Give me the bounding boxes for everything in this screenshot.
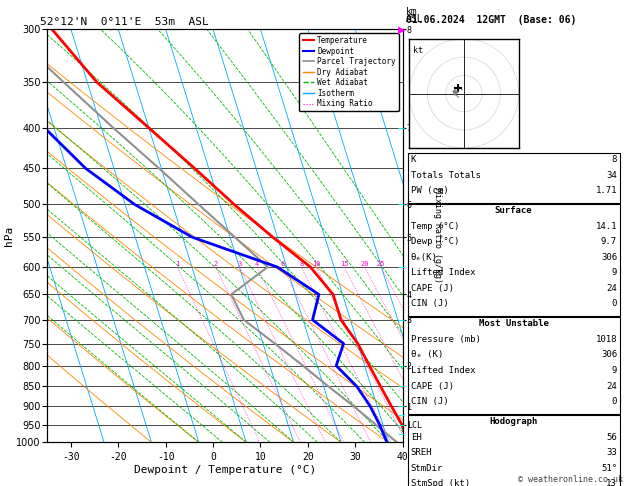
Text: Hodograph: Hodograph [489, 417, 538, 426]
Text: SREH: SREH [411, 448, 432, 457]
Text: 33: 33 [606, 448, 617, 457]
Text: 6: 6 [281, 261, 285, 267]
Text: 1.71: 1.71 [596, 186, 617, 195]
Text: 25: 25 [377, 261, 385, 267]
Text: K: K [411, 155, 416, 164]
Y-axis label: hPa: hPa [4, 226, 14, 246]
Text: 24: 24 [606, 382, 617, 391]
Text: PW (cm): PW (cm) [411, 186, 448, 195]
Text: CAPE (J): CAPE (J) [411, 382, 454, 391]
Text: CAPE (J): CAPE (J) [411, 284, 454, 293]
Text: —: — [398, 422, 405, 428]
Text: —: — [398, 383, 405, 389]
Text: 306: 306 [601, 253, 617, 262]
Y-axis label: Mixing Ratio (g/kg): Mixing Ratio (g/kg) [433, 188, 442, 283]
Text: 1018: 1018 [596, 335, 617, 344]
Text: 20: 20 [360, 261, 369, 267]
Text: Most Unstable: Most Unstable [479, 319, 548, 329]
Text: 51°: 51° [601, 464, 617, 473]
Text: 2: 2 [214, 261, 218, 267]
Text: CIN (J): CIN (J) [411, 299, 448, 309]
Text: 24: 24 [606, 284, 617, 293]
Text: Surface: Surface [495, 206, 532, 215]
Text: Dewp (°C): Dewp (°C) [411, 237, 459, 246]
Text: 0: 0 [611, 397, 617, 406]
Text: 52°12'N  0°11'E  53m  ASL: 52°12'N 0°11'E 53m ASL [40, 17, 209, 27]
Text: 9: 9 [611, 268, 617, 278]
Text: StmSpd (kt): StmSpd (kt) [411, 479, 470, 486]
Text: 0: 0 [611, 299, 617, 309]
Text: 9.7: 9.7 [601, 237, 617, 246]
Text: km: km [406, 7, 418, 17]
Text: —: — [398, 431, 405, 436]
Text: 1: 1 [175, 261, 179, 267]
Legend: Temperature, Dewpoint, Parcel Trajectory, Dry Adiabat, Wet Adiabat, Isotherm, Mi: Temperature, Dewpoint, Parcel Trajectory… [299, 33, 399, 111]
Text: © weatheronline.co.uk: © weatheronline.co.uk [518, 474, 623, 484]
Text: Totals Totals: Totals Totals [411, 171, 481, 180]
Text: 3: 3 [237, 261, 242, 267]
Text: kt: kt [413, 46, 423, 55]
Text: 9: 9 [611, 366, 617, 375]
Text: θₑ(K): θₑ(K) [411, 253, 438, 262]
Text: —: — [398, 363, 405, 369]
Text: Temp (°C): Temp (°C) [411, 222, 459, 231]
Text: 34: 34 [606, 171, 617, 180]
Text: —: — [398, 317, 405, 323]
Text: —: — [398, 413, 405, 418]
Text: 01.06.2024  12GMT  (Base: 06): 01.06.2024 12GMT (Base: 06) [406, 15, 576, 25]
X-axis label: Dewpoint / Temperature (°C): Dewpoint / Temperature (°C) [134, 465, 316, 475]
Text: —: — [398, 264, 405, 270]
Text: 56: 56 [606, 433, 617, 442]
Text: Pressure (mb): Pressure (mb) [411, 335, 481, 344]
Text: 8: 8 [611, 155, 617, 164]
Text: 8: 8 [299, 261, 303, 267]
Text: EH: EH [411, 433, 421, 442]
Text: 10: 10 [312, 261, 320, 267]
Text: StmDir: StmDir [411, 464, 443, 473]
Text: 15: 15 [340, 261, 348, 267]
Text: ASL: ASL [406, 14, 423, 24]
Text: ▶: ▶ [398, 24, 405, 35]
Text: Lifted Index: Lifted Index [411, 268, 476, 278]
Text: 306: 306 [601, 350, 617, 360]
Text: 14.1: 14.1 [596, 222, 617, 231]
Text: —: — [398, 125, 405, 131]
Text: 13: 13 [606, 479, 617, 486]
Text: Lifted Index: Lifted Index [411, 366, 476, 375]
Text: CIN (J): CIN (J) [411, 397, 448, 406]
Text: —: — [398, 403, 405, 409]
Text: θₑ (K): θₑ (K) [411, 350, 443, 360]
Text: 4: 4 [255, 261, 259, 267]
Text: —: — [398, 201, 405, 208]
